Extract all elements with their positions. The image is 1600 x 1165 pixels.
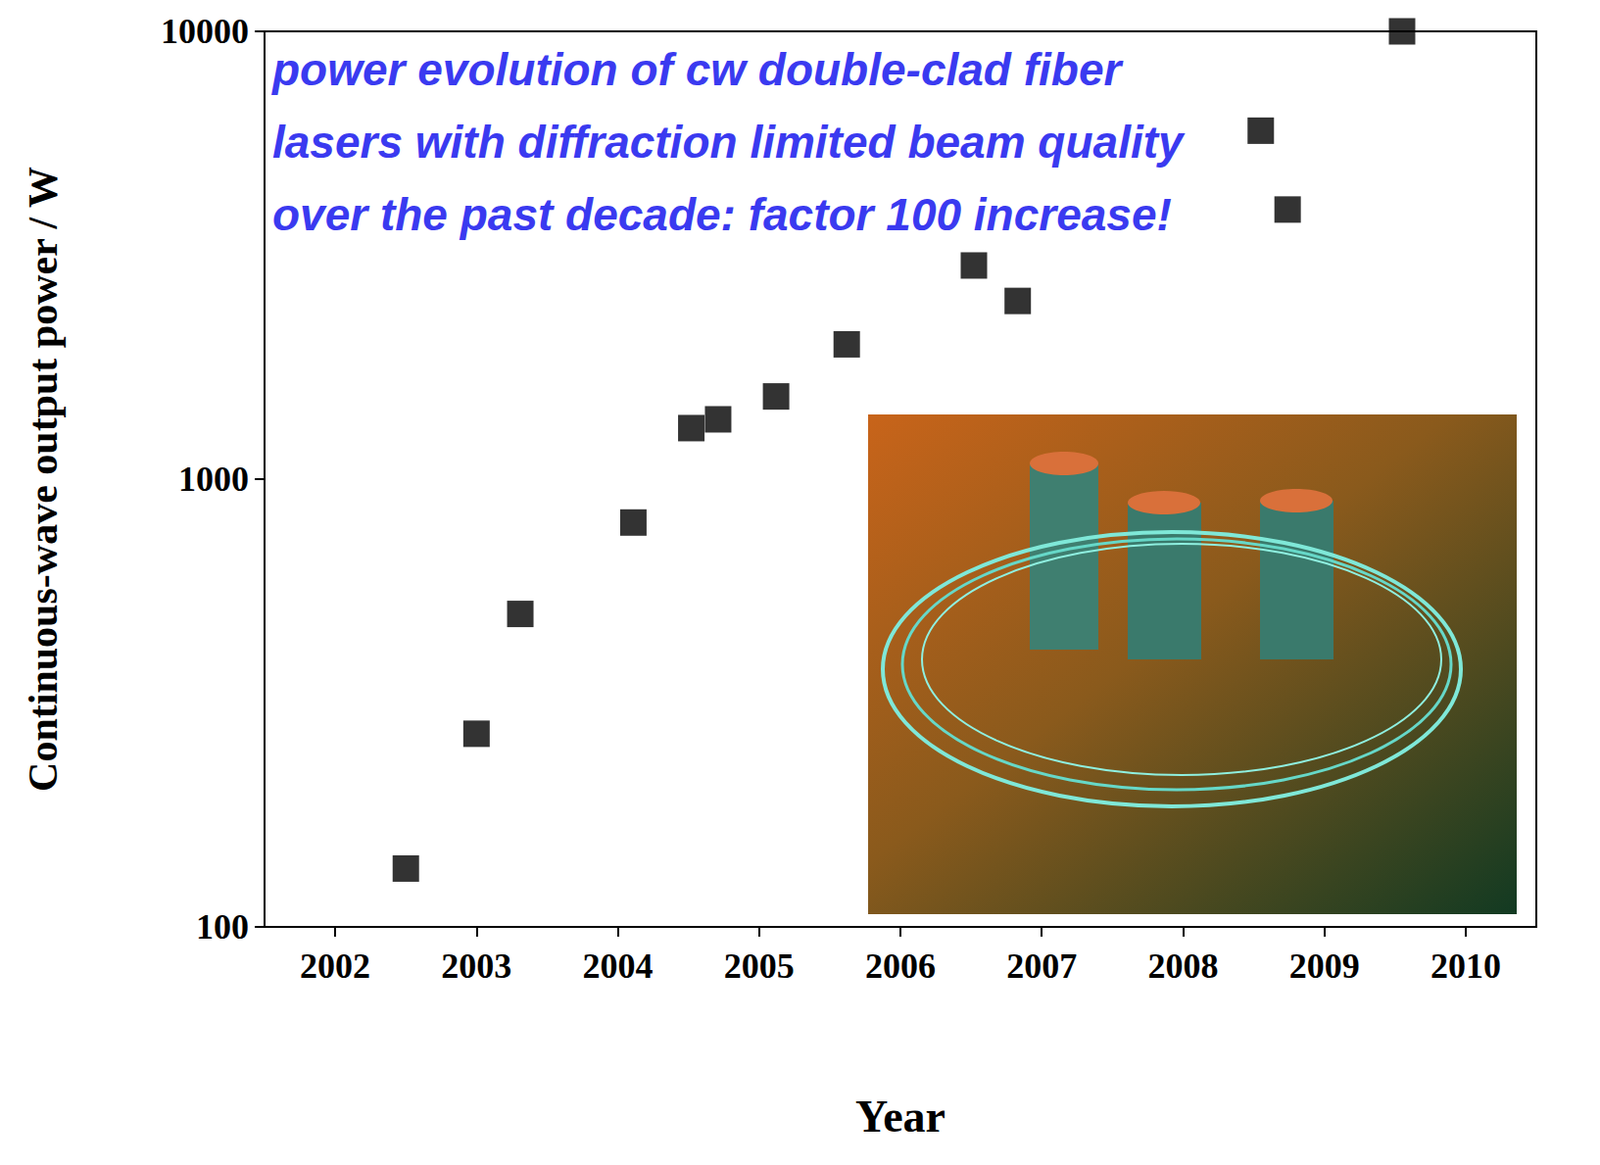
svg-text:2010: 2010 bbox=[1430, 946, 1502, 986]
svg-text:Year: Year bbox=[855, 1091, 946, 1142]
svg-text:power evolution of cw double-c: power evolution of cw double-clad fiber bbox=[270, 44, 1134, 96]
svg-text:lasers with diffraction limite: lasers with diffraction limited beam qua… bbox=[272, 116, 1196, 168]
svg-text:1000: 1000 bbox=[178, 459, 249, 499]
svg-text:2005: 2005 bbox=[724, 946, 795, 986]
svg-text:10000: 10000 bbox=[160, 11, 249, 51]
svg-text:Continuous-wave output power /: Continuous-wave output power / W bbox=[20, 166, 66, 792]
svg-text:2003: 2003 bbox=[440, 946, 512, 986]
svg-text:2008: 2008 bbox=[1147, 946, 1218, 986]
svg-text:100: 100 bbox=[195, 907, 249, 947]
svg-text:2002: 2002 bbox=[299, 946, 371, 986]
svg-text:2007: 2007 bbox=[1006, 946, 1077, 986]
svg-text:2009: 2009 bbox=[1289, 946, 1360, 986]
svg-text:2006: 2006 bbox=[865, 946, 936, 986]
svg-text:2004: 2004 bbox=[582, 946, 654, 986]
svg-text:over the past decade: factor 1: over the past decade: factor 100 increas… bbox=[272, 189, 1172, 241]
